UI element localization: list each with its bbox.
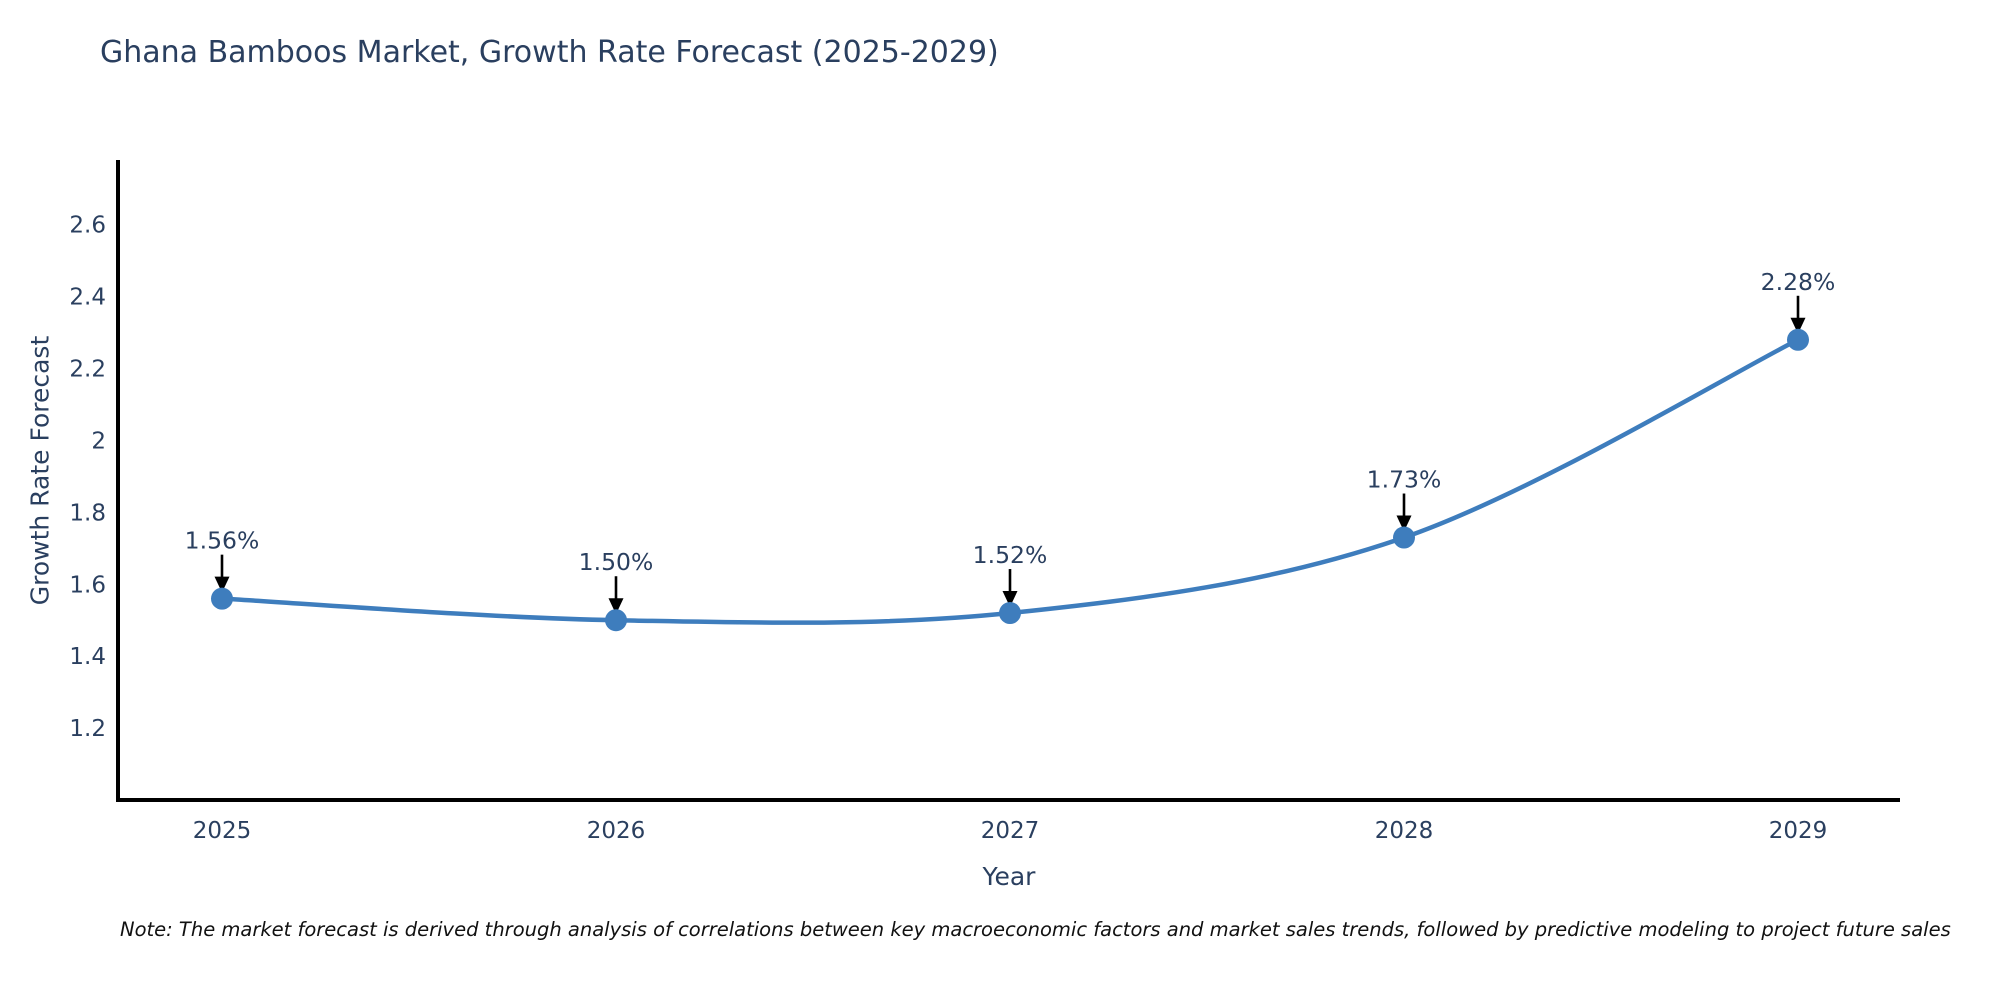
y-tick-label: 2.2 (69, 357, 106, 383)
annotation-arrowhead (1002, 591, 1018, 608)
chart-title: Ghana Bamboos Market, Growth Rate Foreca… (100, 35, 999, 70)
point-value-label: 1.52% (973, 541, 1048, 569)
y-tick-label: 1.4 (69, 644, 106, 670)
x-tick-label: 2027 (981, 818, 1040, 844)
data-point-marker[interactable] (605, 609, 627, 632)
y-tick-label: 1.2 (69, 716, 106, 742)
annotation-arrowhead (1396, 515, 1412, 532)
annotation-arrowhead (1790, 317, 1806, 334)
chart-footnote: Note: The market forecast is derived thr… (120, 918, 1951, 941)
y-axis-title: Growth Rate Forecast (25, 335, 55, 606)
y-tick-label: 2.4 (69, 285, 106, 311)
point-value-label: 1.56% (185, 527, 260, 555)
annotation-arrowhead (214, 576, 230, 593)
y-tick-label: 2.6 (69, 213, 106, 239)
x-tick-label: 2025 (193, 818, 252, 844)
data-point-marker[interactable] (999, 602, 1021, 625)
x-tick-label: 2028 (1375, 818, 1434, 844)
y-tick-label: 2 (91, 428, 106, 454)
point-value-label: 1.50% (579, 548, 654, 576)
x-tick-label: 2029 (1769, 818, 1828, 844)
x-tick-label: 2026 (587, 818, 646, 844)
annotation-arrowhead (608, 598, 624, 615)
point-value-label: 2.28% (1761, 268, 1836, 296)
point-value-label: 1.73% (1367, 466, 1442, 494)
data-point-marker[interactable] (1393, 526, 1415, 549)
data-point-marker[interactable] (1787, 328, 1809, 351)
x-axis-title: Year (982, 862, 1036, 891)
y-tick-label: 1.6 (69, 572, 106, 598)
y-tick-label: 1.8 (69, 500, 106, 526)
data-point-marker[interactable] (211, 587, 233, 610)
